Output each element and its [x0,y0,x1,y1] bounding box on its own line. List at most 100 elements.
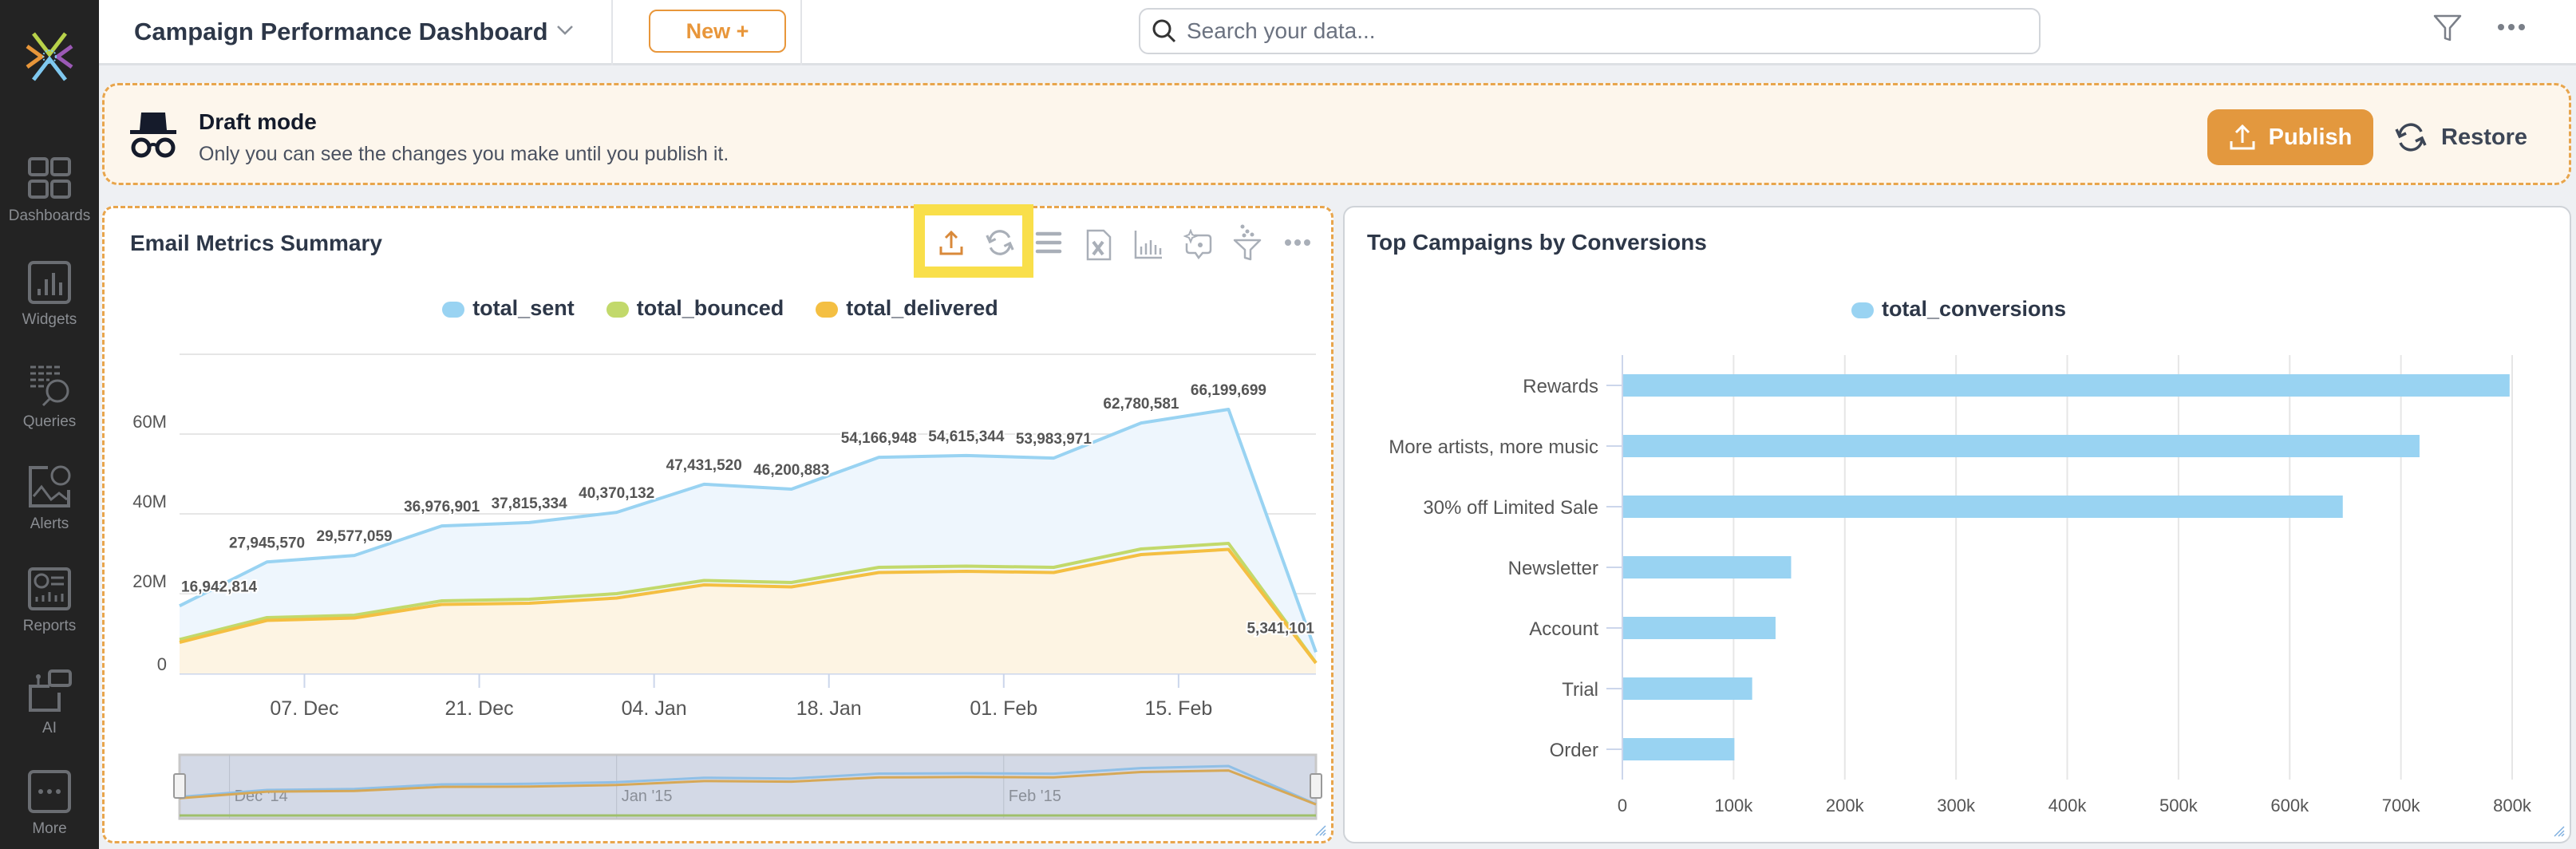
highlight-box [914,204,1033,278]
sidebar-item-more[interactable]: More [0,769,99,838]
x-tick-label: 07. Dec [270,697,338,720]
export-icon[interactable] [938,229,965,256]
header: Campaign Performance Dashboard New + [99,0,2576,65]
search-input[interactable] [1187,18,1985,44]
sidebar-item-label: Widgets [22,311,77,328]
filter-data-icon[interactable] [1233,224,1262,261]
category-label: Order [1550,740,1598,761]
sidebar-item-alerts[interactable]: Alerts [0,464,99,533]
line-total_delivered [179,547,1318,665]
sidebar-item-label: Queries [22,413,77,430]
legend-item-total-sent[interactable]: total_sent [442,296,575,321]
incognito-icon [130,113,176,158]
resize-handle-icon[interactable] [2552,824,2565,837]
bar [1623,738,1735,760]
bar [1623,435,2420,457]
banner-subtitle: Only you can see the changes you make un… [199,143,729,165]
sidebar-item-widgets[interactable]: Widgets [0,260,99,329]
navigator-series [179,769,1317,806]
bar [1623,677,1752,700]
x-tick-label: 600k [2270,796,2309,815]
excel-icon[interactable] [1086,229,1112,261]
category-label: Trial [1562,679,1598,701]
ai-icon [29,669,72,712]
sidebar-item-queries[interactable]: Queries [0,362,99,431]
resize-handle-icon[interactable] [1314,823,1326,836]
navigator-handle[interactable] [173,773,186,799]
email-metrics-chart: 0 20M 40M 60M 07. Dec 21. Dec 04. Jan 18. Jan 01… [132,353,1322,820]
data-label: 46,200,883 [753,462,829,479]
area-total_delivered [180,549,1316,673]
navigator-handle[interactable] [1310,773,1322,799]
search-icon [1152,19,1176,43]
sidebar-item-label: Reports [22,618,77,634]
more-options-icon[interactable] [2497,22,2526,32]
legend-item-total-conversions[interactable]: total_conversions [1851,297,2066,322]
category-label: Account [1529,618,1598,640]
restore-button[interactable]: Restore [2395,109,2527,165]
x-tick-label: 300k [1937,796,1976,815]
y-tick-label: 60M [132,412,167,432]
chevron-down-icon[interactable] [555,24,575,37]
reports-icon [28,567,71,610]
chart-icon[interactable] [1134,229,1163,259]
sidebar-item-dashboards[interactable]: Dashboards [0,156,99,225]
data-label: 36,976,901 [404,499,480,515]
x-tick-label: 15. Feb [1144,697,1212,720]
x-tick-label: 0 [1618,796,1627,815]
menu-icon[interactable] [1035,229,1062,256]
publish-button[interactable]: Publish [2207,109,2373,165]
sidebar-item-label: AI [42,720,57,736]
line-total_sent [179,408,1318,653]
x-tick-label: 200k [1826,796,1865,815]
data-label: 54,166,948 [841,430,917,447]
filter-icon[interactable] [2433,14,2462,41]
bar [1623,617,1776,639]
navigator-label: Feb '15 [1009,788,1061,805]
data-label: 62,780,581 [1103,396,1179,413]
legend-item-total-bounced[interactable]: total_bounced [606,296,784,321]
sidebar-item-label: More [32,820,67,837]
x-tick-label: 400k [2049,796,2088,815]
sidebar-item-ai[interactable]: AI [0,669,99,737]
dashboard-title[interactable]: Campaign Performance Dashboard [134,18,548,45]
dashboards-icon [28,157,71,199]
data-label: 47,431,520 [666,457,742,474]
x-tick-label: 04. Jan [622,697,687,720]
data-label: 27,945,570 [229,535,305,551]
widget-title: Email Metrics Summary [130,231,382,255]
top-campaigns-widget: Top Campaigns by Conversions total_conve… [1343,206,2571,843]
y-tick-label: 40M [132,492,167,511]
category-label: Newsletter [1508,558,1598,579]
sidebar: Dashboards Widgets Queries Alerts Report… [0,0,99,849]
more-icon[interactable] [1284,239,1311,247]
sidebar-item-label: Alerts [30,515,69,532]
queries-icon [30,365,69,407]
data-label: 16,942,814 [181,579,258,595]
sidebar-item-label: Dashboards [8,207,91,224]
widgets-icon [28,261,71,304]
data-label: 37,815,334 [492,496,568,512]
data-label: 5,341,101 [1247,620,1314,637]
navigator-window [178,753,1318,820]
publish-label: Publish [2268,124,2353,150]
category-label: 30% off Limited Sale [1423,497,1598,519]
chart-legend: total_conversions [1345,297,2573,322]
data-label: 53,983,971 [1016,431,1092,448]
restore-icon [2395,123,2427,152]
sidebar-item-reports[interactable]: Reports [0,567,99,635]
x-tick-label: 800k [2493,796,2532,815]
divider [611,0,613,65]
logo[interactable] [24,30,75,87]
email-metrics-widget: Email Metrics Summary total_sent total_b… [102,204,1333,843]
refresh-icon[interactable] [986,229,1014,256]
banner-title: Draft mode [199,109,317,134]
new-button[interactable]: New + [649,10,786,53]
x-tick-label: 700k [2382,796,2421,815]
x-tick-label: 18. Jan [796,697,862,720]
x-tick-label: 21. Dec [444,697,513,720]
alerts-icon [29,465,71,507]
legend-item-total-delivered[interactable]: total_delivered [816,296,998,321]
ai-insights-icon[interactable] [1183,229,1212,261]
restore-label: Restore [2441,124,2527,150]
